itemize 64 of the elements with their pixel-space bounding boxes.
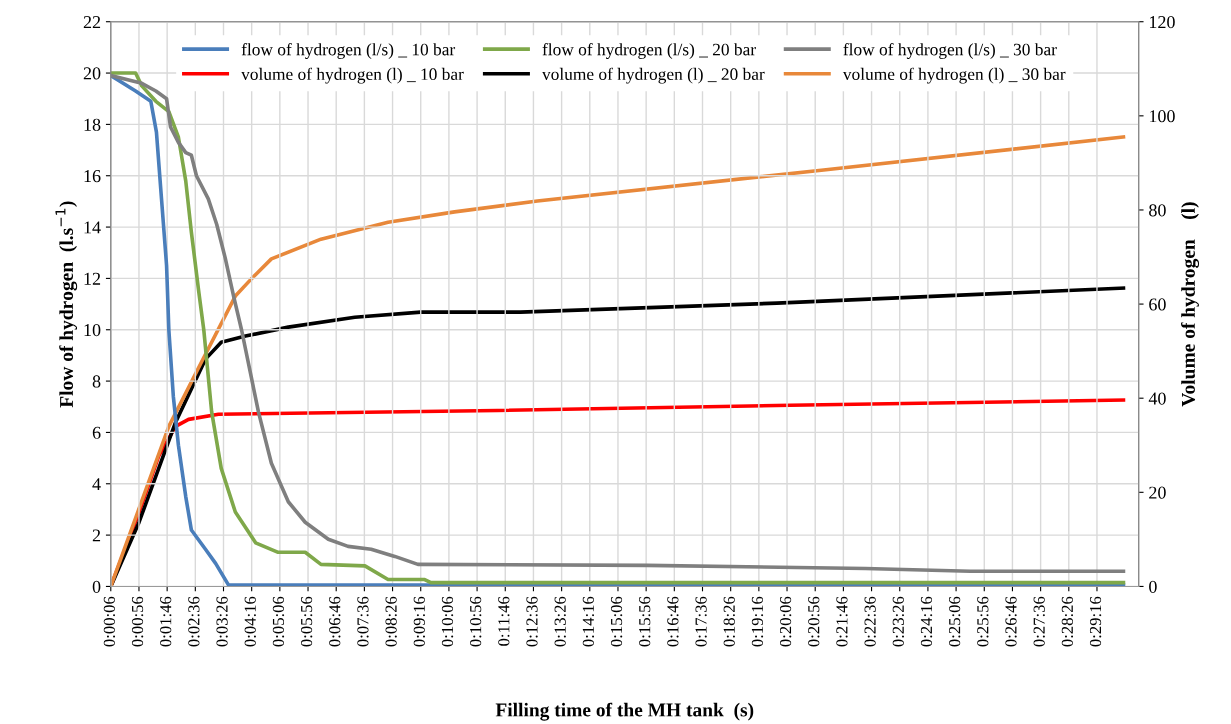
y-tick-label: 20 (83, 67, 101, 80)
y-tick-label: 0 (92, 580, 101, 593)
x-tick-label: 0:29:16 (1089, 596, 1102, 647)
legend-label: volume of hydrogen (l) _ 20 bar (542, 67, 765, 84)
y-tick-label: 2 (92, 529, 101, 542)
x-tick-label: 0:08:26 (385, 596, 397, 647)
legend-label: flow of hydrogen (l/s) _ 10 bar (241, 42, 456, 59)
y-tick-label: 16 (84, 170, 101, 183)
y-tick-label: 14 (84, 221, 101, 234)
y2-tick-label: 80 (1149, 204, 1166, 217)
y2-tick-label: 20 (1149, 486, 1166, 499)
x-tick-label: 0:23:26 (892, 596, 904, 647)
x-tick-label: 0:10:56 (470, 596, 482, 647)
x-tick-label: 0:27:36 (1033, 596, 1045, 647)
x-tick-label: 0:25:56 (977, 596, 989, 647)
y2-tick-label: 60 (1149, 298, 1166, 311)
x-tick-label: 0:21:46 (836, 596, 848, 647)
y2-tick-label: 120 (1149, 15, 1175, 29)
x-tick-label: 0:26:46 (1005, 596, 1017, 647)
x-tick-label: 0:12:36 (526, 596, 538, 647)
legend-label: volume of hydrogen (l) _ 10 bar (241, 67, 464, 84)
x-tick-label: 0:05:06 (272, 596, 285, 647)
x-tick-label: 0:02:36 (188, 596, 200, 647)
x-tick-label: 0:10:06 (441, 596, 454, 647)
x-tick-label: 0:07:36 (357, 596, 369, 647)
x-tick-label: 0:09:16 (413, 596, 425, 647)
y2-axis-title: Volume of hydrogen (l) (1181, 202, 1200, 407)
x-tick-label: 0:24:16 (920, 596, 933, 647)
y-tick-label: 4 (92, 478, 101, 491)
x-tick-label: 0:01:46 (160, 596, 172, 647)
x-tick-label: 0:15:56 (639, 596, 651, 647)
legend-label: flow of hydrogen (l/s) _ 20 bar (542, 42, 756, 59)
legend-label: flow of hydrogen (l/s) _ 30 bar (843, 42, 1057, 59)
x-tick-label: 0:04:16 (244, 596, 256, 647)
x-tick-label: 0:00:06 (103, 596, 116, 647)
y-tick-label: 8 (92, 375, 101, 388)
x-tick-label: 0:16:46 (667, 596, 679, 647)
y-axis-title: Flow of hydrogen (l.s$^{−1}$) (55, 201, 78, 408)
y-tick-label: 10 (84, 324, 101, 337)
x-tick-label: 0:06:46 (329, 596, 341, 647)
x-tick-label: 0:22:36 (864, 596, 876, 647)
y2-tick-label: 100 (1149, 110, 1175, 123)
x-tick-label: 0:20:56 (808, 596, 820, 647)
x-tick-label: 0:19:16 (751, 596, 764, 647)
y-tick-label: 18 (84, 118, 101, 131)
x-tick-label: 0:03:26 (216, 596, 228, 647)
x-axis-title: Filling time of the MH tank (s) (495, 702, 754, 721)
x-tick-label: 0:25:06 (949, 596, 961, 647)
x-tick-label: 0:17:36 (695, 596, 707, 647)
x-tick-label: 0:20:06 (779, 596, 792, 647)
x-tick-label: 0:18:26 (723, 596, 735, 647)
x-tick-label: 0:28:26 (1061, 596, 1074, 647)
x-tick-label: 0:13:26 (554, 596, 566, 647)
x-tick-label: 0:14:16 (582, 596, 595, 647)
y2-tick-label: 40 (1148, 392, 1166, 405)
y2-tick-label: 0 (1149, 580, 1157, 593)
x-tick-label: 0:00:56 (131, 596, 144, 647)
x-tick-label: 0:15:06 (610, 596, 623, 647)
y-tick-label: 22 (83, 16, 101, 28)
y-tick-label: 12 (84, 272, 101, 285)
x-tick-label: 0:05:56 (300, 596, 313, 647)
y-tick-label: 6 (92, 426, 101, 439)
legend-label: volume of hydrogen (l) _ 30 bar (842, 67, 1066, 84)
x-tick-label: 0:11:46 (498, 596, 510, 646)
